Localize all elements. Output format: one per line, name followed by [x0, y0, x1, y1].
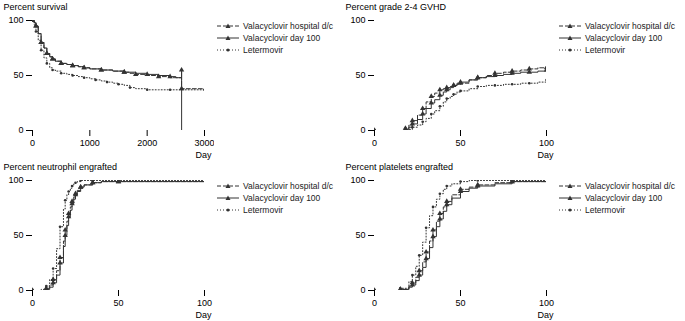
html-text:Letermovir: Letermovir [243, 205, 284, 215]
svg-text:50: 50 [113, 298, 123, 308]
svg-text:Percent survival: Percent survival [4, 2, 68, 12]
html-text:Letermovir: Letermovir [243, 45, 284, 55]
svg-text:50: 50 [355, 230, 365, 240]
svg-text:Day: Day [195, 310, 212, 320]
svg-text:50: 50 [13, 70, 23, 80]
svg-text:Percent neutrophil engrafted: Percent neutrophil engrafted [4, 162, 118, 172]
svg-text:100: 100 [8, 175, 23, 185]
svg-text:50: 50 [455, 298, 465, 308]
html-text:Valacyclovir day 100: Valacyclovir day 100 [243, 33, 321, 43]
html-text:Letermovir: Letermovir [585, 205, 626, 215]
svg-text:Day: Day [537, 150, 554, 160]
html-text:Valacyclovir day 100: Valacyclovir day 100 [585, 193, 663, 203]
svg-text:50: 50 [455, 138, 465, 148]
svg-text:0: 0 [30, 298, 35, 308]
svg-text:50: 50 [13, 230, 23, 240]
svg-text:100: 100 [197, 298, 212, 308]
svg-text:100: 100 [350, 15, 365, 25]
html-text:Letermovir: Letermovir [585, 45, 626, 55]
svg-text:50: 50 [355, 70, 365, 80]
html-text:Valacyclovir hospital d/c: Valacyclovir hospital d/c [585, 21, 676, 31]
svg-text:0: 0 [30, 138, 35, 148]
html-text:Valacyclovir hospital d/c: Valacyclovir hospital d/c [243, 21, 334, 31]
svg-text:100: 100 [350, 175, 365, 185]
svg-text:0: 0 [360, 285, 365, 295]
html-text:Valacyclovir hospital d/c: Valacyclovir hospital d/c [585, 181, 676, 191]
svg-text:0: 0 [18, 125, 23, 135]
svg-text:2000: 2000 [137, 138, 157, 148]
svg-text:Percent platelets engrafted: Percent platelets engrafted [346, 162, 454, 172]
svg-text:100: 100 [539, 138, 554, 148]
svg-text:Day: Day [195, 150, 212, 160]
html-text:Valacyclovir day 100: Valacyclovir day 100 [243, 193, 321, 203]
svg-text:Percent grade 2-4 GVHD: Percent grade 2-4 GVHD [346, 2, 447, 12]
svg-text:3000: 3000 [194, 138, 214, 148]
svg-text:0: 0 [372, 298, 377, 308]
svg-text:100: 100 [8, 15, 23, 25]
svg-text:0: 0 [372, 138, 377, 148]
svg-text:1000: 1000 [80, 138, 100, 148]
svg-text:0: 0 [360, 125, 365, 135]
svg-text:100: 100 [539, 298, 554, 308]
html-text:Valacyclovir hospital d/c: Valacyclovir hospital d/c [243, 181, 334, 191]
html-text:Valacyclovir day 100: Valacyclovir day 100 [585, 33, 663, 43]
svg-text:Day: Day [537, 310, 554, 320]
svg-text:0: 0 [18, 285, 23, 295]
